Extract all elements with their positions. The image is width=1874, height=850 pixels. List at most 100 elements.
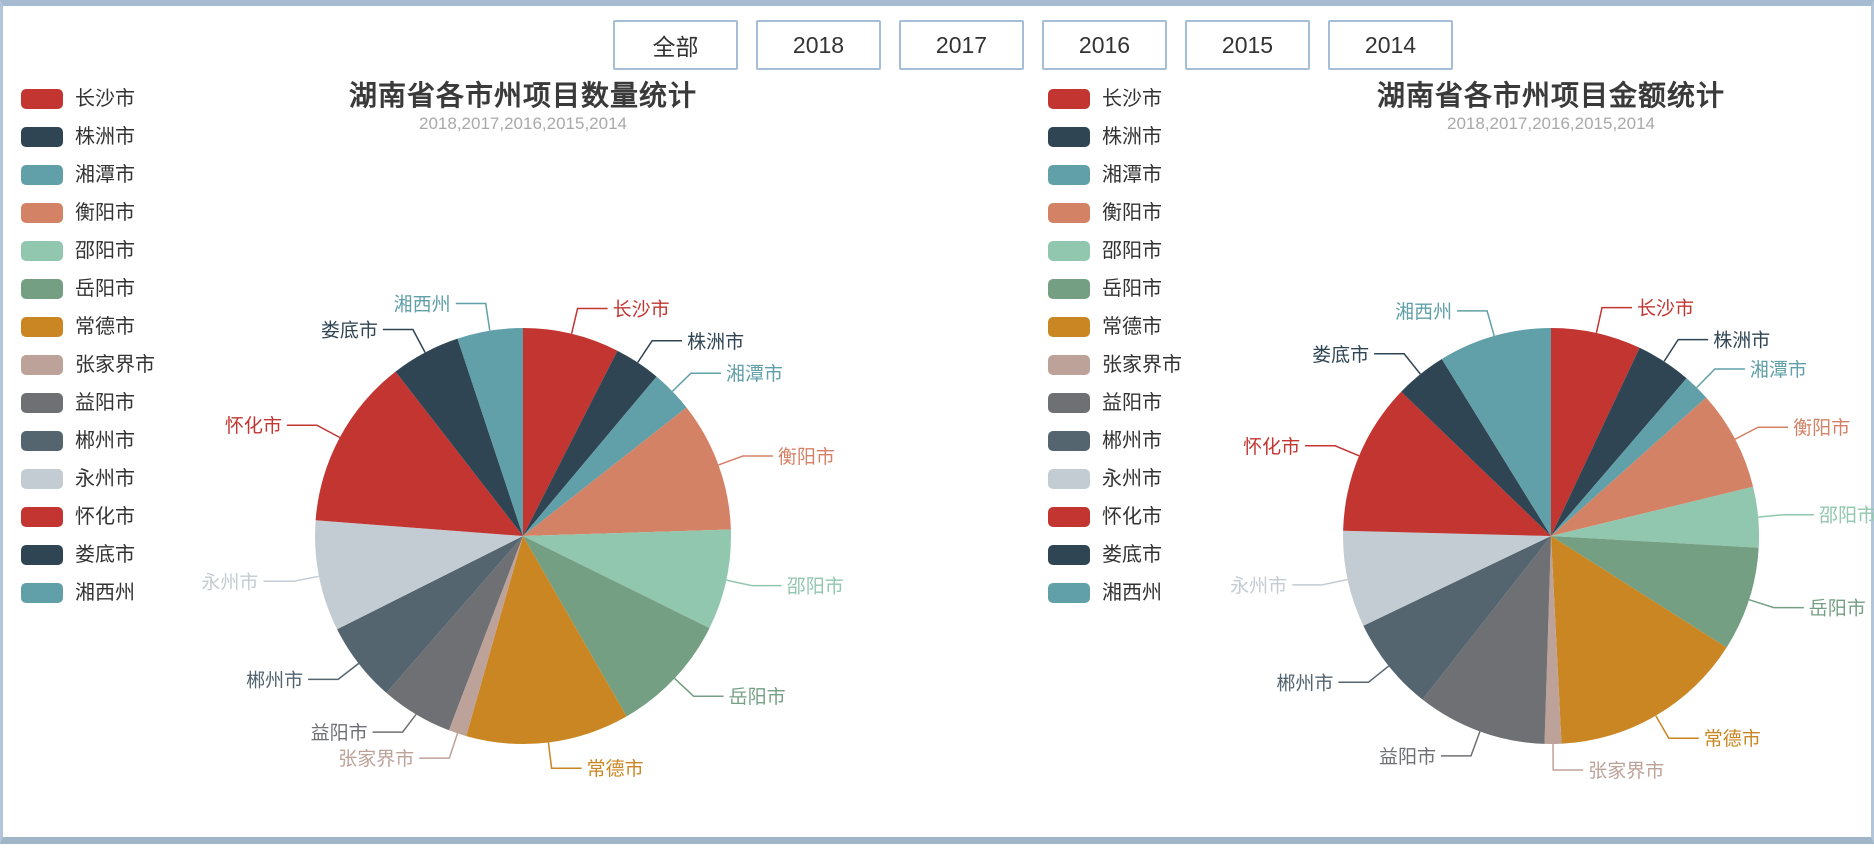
pie-slice-邵阳市[interactable] bbox=[1551, 486, 1760, 548]
legend-item-株洲市[interactable]: 株洲市 bbox=[1048, 127, 1182, 147]
pie-label-line-娄底市 bbox=[382, 328, 426, 353]
legend-item-怀化市[interactable]: 怀化市 bbox=[1048, 507, 1182, 527]
pie-slice-张家界市[interactable] bbox=[1544, 536, 1562, 744]
legend-item-长沙市[interactable]: 长沙市 bbox=[1048, 89, 1182, 109]
legend-item-label: 湘西州 bbox=[1102, 582, 1162, 604]
pie-slice-株洲市[interactable] bbox=[1551, 347, 1687, 536]
legend-item-怀化市[interactable]: 怀化市 bbox=[21, 507, 155, 527]
filter-button-2017[interactable]: 2017 bbox=[899, 20, 1024, 70]
legend-item-常德市[interactable]: 常德市 bbox=[21, 317, 155, 337]
pie-slice-长沙市[interactable] bbox=[1551, 328, 1640, 536]
legend-item-湘潭市[interactable]: 湘潭市 bbox=[1048, 165, 1182, 185]
legend-item-娄底市[interactable]: 娄底市 bbox=[21, 545, 155, 565]
pie-slice-益阳市[interactable] bbox=[1422, 536, 1552, 744]
pie-label-line-株洲市 bbox=[1663, 338, 1709, 362]
legend-item-label: 怀化市 bbox=[1102, 506, 1162, 528]
pie-label-line-岳阳市 bbox=[1748, 598, 1804, 609]
pie-slice-怀化市[interactable] bbox=[1343, 391, 1551, 536]
filter-button-2016[interactable]: 2016 bbox=[1042, 20, 1167, 70]
legend-item-湘西州[interactable]: 湘西州 bbox=[1048, 583, 1182, 603]
pie-label-郴州市: 郴州市 bbox=[246, 669, 303, 691]
pie-label-line-怀化市 bbox=[286, 424, 341, 439]
pie-slice-常德市[interactable] bbox=[1551, 536, 1727, 744]
legend-item-label: 湘潭市 bbox=[75, 164, 135, 186]
pie-slice-衡阳市[interactable] bbox=[523, 407, 731, 537]
legend-item-岳阳市[interactable]: 岳阳市 bbox=[1048, 279, 1182, 299]
pie-slice-长沙市[interactable] bbox=[523, 328, 618, 536]
pie-slice-常德市[interactable] bbox=[466, 536, 627, 745]
pie-slice-郴州市[interactable] bbox=[337, 536, 523, 693]
legend-item-邵阳市[interactable]: 邵阳市 bbox=[1048, 241, 1182, 261]
legend-item-label: 湘西州 bbox=[75, 582, 135, 604]
legend-item-永州市[interactable]: 永州市 bbox=[1048, 469, 1182, 489]
legend-item-湘潭市[interactable]: 湘潭市 bbox=[21, 165, 155, 185]
legend-item-label: 娄底市 bbox=[75, 544, 135, 566]
legend-item-衡阳市[interactable]: 衡阳市 bbox=[1048, 203, 1182, 223]
legend-item-长沙市[interactable]: 长沙市 bbox=[21, 89, 155, 109]
pie-slice-湘潭市[interactable] bbox=[1551, 378, 1707, 536]
pie-label-湘潭市: 湘潭市 bbox=[1750, 359, 1807, 381]
legend-item-label: 永州市 bbox=[1102, 468, 1162, 490]
pie-slice-永州市[interactable] bbox=[1343, 530, 1551, 626]
legend-item-郴州市[interactable]: 郴州市 bbox=[21, 431, 155, 451]
legend-item-湘西州[interactable]: 湘西州 bbox=[21, 583, 155, 603]
pie-label-line-怀化市 bbox=[1305, 445, 1360, 457]
pie-slice-娄底市[interactable] bbox=[1401, 359, 1551, 536]
legend-item-益阳市[interactable]: 益阳市 bbox=[21, 393, 155, 413]
pie-label-line-湘潭市 bbox=[1696, 368, 1745, 389]
legend-item-株洲市[interactable]: 株洲市 bbox=[21, 127, 155, 147]
filter-button-2014[interactable]: 2014 bbox=[1328, 20, 1453, 70]
pie-slice-岳阳市[interactable] bbox=[523, 536, 710, 717]
filter-button-全部[interactable]: 全部 bbox=[613, 20, 738, 70]
filter-button-2015[interactable]: 2015 bbox=[1185, 20, 1310, 70]
pie-label-line-衡阳市 bbox=[1734, 426, 1789, 440]
pie-slice-怀化市[interactable] bbox=[315, 371, 523, 536]
pie-slice-岳阳市[interactable] bbox=[1551, 536, 1759, 648]
pie-slice-湘潭市[interactable] bbox=[523, 376, 687, 536]
pie-label-line-邵阳市 bbox=[726, 579, 782, 587]
legend-item-张家界市[interactable]: 张家界市 bbox=[1048, 355, 1182, 375]
legend-item-label: 邵阳市 bbox=[1102, 240, 1162, 262]
chart-subtitle-amount: 2018,2017,2016,2015,2014 bbox=[1447, 114, 1655, 133]
legend-item-益阳市[interactable]: 益阳市 bbox=[1048, 393, 1182, 413]
legend-swatch-icon bbox=[21, 469, 63, 489]
pie-slice-湘西州[interactable] bbox=[457, 328, 524, 536]
legend-swatch-icon bbox=[21, 545, 63, 565]
pie-label-line-长沙市 bbox=[1595, 306, 1632, 334]
legend-item-label: 郴州市 bbox=[1102, 430, 1162, 452]
pie-slice-株洲市[interactable] bbox=[523, 350, 657, 536]
pie-slice-娄底市[interactable] bbox=[395, 338, 524, 536]
pie-label-line-湘西州 bbox=[455, 302, 491, 331]
pie-label-怀化市: 怀化市 bbox=[1243, 436, 1300, 458]
pie-label-株洲市: 株洲市 bbox=[1713, 330, 1770, 352]
pie-label-line-湘西州 bbox=[1457, 310, 1495, 337]
pie-slice-邵阳市[interactable] bbox=[523, 529, 732, 629]
legend-item-邵阳市[interactable]: 邵阳市 bbox=[21, 241, 155, 261]
pie-slice-益阳市[interactable] bbox=[386, 536, 523, 731]
legend-item-岳阳市[interactable]: 岳阳市 bbox=[21, 279, 155, 299]
legend-item-娄底市[interactable]: 娄底市 bbox=[1048, 545, 1182, 565]
pie-label-益阳市: 益阳市 bbox=[1379, 746, 1436, 768]
legend-item-衡阳市[interactable]: 衡阳市 bbox=[21, 203, 155, 223]
legend-item-label: 常德市 bbox=[1102, 316, 1162, 338]
legend-item-永州市[interactable]: 永州市 bbox=[21, 469, 155, 489]
pie-label-常德市: 常德市 bbox=[1704, 728, 1761, 750]
legend-item-张家界市[interactable]: 张家界市 bbox=[21, 355, 155, 375]
pie-label-娄底市: 娄底市 bbox=[1312, 344, 1369, 366]
pie-slice-张家界市[interactable] bbox=[448, 536, 523, 737]
pie-slice-湘西州[interactable] bbox=[1441, 328, 1551, 536]
pie-slice-郴州市[interactable] bbox=[1363, 536, 1551, 700]
pie-label-湘西州: 湘西州 bbox=[1395, 301, 1452, 323]
pie-label-娄底市: 娄底市 bbox=[321, 320, 378, 342]
legend-item-label: 株洲市 bbox=[1102, 126, 1162, 148]
pie-label-湘潭市: 湘潭市 bbox=[726, 363, 783, 385]
legend-item-郴州市[interactable]: 郴州市 bbox=[1048, 431, 1182, 451]
pie-slice-永州市[interactable] bbox=[315, 520, 523, 630]
legend-swatch-icon bbox=[21, 165, 63, 185]
pie-slice-衡阳市[interactable] bbox=[1551, 397, 1754, 537]
filter-button-2018[interactable]: 2018 bbox=[756, 20, 881, 70]
pie-label-湘西州: 湘西州 bbox=[394, 294, 451, 316]
legend-item-常德市[interactable]: 常德市 bbox=[1048, 317, 1182, 337]
pie-label-line-郴州市 bbox=[308, 662, 360, 681]
pie-label-张家界市: 张家界市 bbox=[1588, 760, 1664, 782]
